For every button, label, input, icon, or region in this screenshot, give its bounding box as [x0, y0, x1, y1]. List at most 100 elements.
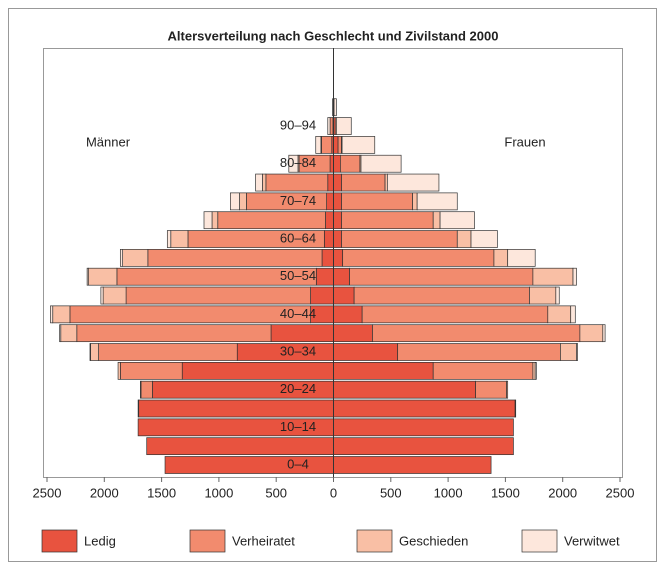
- x-tick-label: 0: [330, 485, 337, 500]
- bar-segment: [170, 230, 189, 248]
- bar-segment: [333, 362, 434, 380]
- legend-swatch: [356, 529, 393, 553]
- bar-segment: [340, 154, 361, 173]
- bar-segment: [333, 380, 476, 399]
- women-label: Frauen: [504, 134, 545, 149]
- category-label: 20–24: [280, 381, 316, 396]
- bar-segment: [117, 362, 121, 380]
- bar-segment: [475, 380, 507, 399]
- bar-segment: [60, 324, 78, 343]
- bar-segment: [147, 249, 323, 267]
- bar-segment: [555, 286, 560, 305]
- bar-segment: [570, 305, 576, 324]
- bar-segment: [532, 267, 574, 286]
- bar-segment: [534, 362, 537, 380]
- bar-segment: [341, 192, 413, 211]
- bar-segment: [321, 249, 334, 267]
- bar-segment: [125, 286, 311, 305]
- legend-label: Verwitwet: [564, 533, 620, 548]
- bar-segment: [333, 343, 399, 361]
- bar-segment: [59, 324, 62, 343]
- bar-segment: [602, 324, 606, 343]
- bar-segment: [333, 154, 341, 173]
- bar-segment: [439, 211, 475, 230]
- bar-segment: [416, 192, 458, 211]
- bar-segment: [325, 211, 334, 230]
- bar-segment: [326, 192, 334, 211]
- bar-segment: [506, 380, 509, 399]
- chart-title: Altersverteilung nach Geschlecht und Ziv…: [168, 28, 499, 43]
- bar-segment: [361, 305, 549, 324]
- legend-label: Ledig: [84, 533, 116, 548]
- bar-segment: [493, 249, 509, 267]
- bar-segment: [255, 173, 263, 192]
- bar-segment: [90, 343, 99, 361]
- bar-segment: [119, 249, 123, 267]
- legend-swatch: [521, 529, 558, 553]
- bar-segment: [333, 136, 339, 154]
- bar-segment: [333, 249, 344, 267]
- bar-segment: [321, 136, 333, 154]
- bar-segment: [217, 211, 326, 230]
- x-tick-label: 2500: [606, 485, 635, 500]
- bar-segment: [327, 173, 334, 192]
- x-tick-label: 500: [380, 485, 402, 500]
- bar-segment: [572, 267, 577, 286]
- bar-segment: [529, 286, 557, 305]
- bar-segment: [288, 154, 299, 173]
- category-label: 50–54: [280, 268, 316, 283]
- bar-segment: [98, 343, 238, 361]
- category-label: 0–4: [287, 456, 309, 471]
- bar-segment: [333, 192, 342, 211]
- bar-segment: [341, 173, 386, 192]
- x-tick-label: 2000: [90, 485, 119, 500]
- x-tick-label: 1000: [204, 485, 233, 500]
- bar-segment: [333, 98, 337, 117]
- x-tick-label: 2500: [33, 485, 62, 500]
- bar-segment: [140, 380, 153, 399]
- bar-segment: [323, 230, 334, 248]
- x-tick-label: 500: [265, 485, 287, 500]
- category-label: 40–44: [280, 306, 316, 321]
- bar-segment: [353, 286, 530, 305]
- category-label: 90–94: [280, 117, 316, 132]
- bar-segment: [122, 249, 149, 267]
- bar-segment: [333, 399, 516, 418]
- bar-segment: [336, 117, 352, 135]
- bar-segment: [456, 230, 472, 248]
- x-tick-label: 1500: [147, 485, 176, 500]
- bar-segment: [397, 343, 561, 361]
- bar-segment: [576, 343, 578, 361]
- bar-segment: [270, 324, 334, 343]
- bar-segment: [50, 305, 54, 324]
- bar-segment: [329, 117, 334, 135]
- legend-swatch: [41, 529, 78, 553]
- legend-label: Geschieden: [399, 533, 468, 548]
- bar-segment: [341, 211, 434, 230]
- bar-segment: [310, 286, 334, 305]
- bar-segment: [333, 286, 355, 305]
- men-label: Männer: [86, 134, 131, 149]
- bar-segment: [341, 230, 458, 248]
- bar-segment: [138, 399, 334, 418]
- bar-segment: [360, 154, 402, 173]
- x-tick-label: 2000: [548, 485, 577, 500]
- bar-segment: [89, 343, 91, 361]
- category-label: 10–14: [280, 419, 316, 434]
- bar-segment: [315, 136, 322, 154]
- bar-segment: [342, 249, 495, 267]
- bar-segment: [137, 399, 140, 418]
- bar-segment: [211, 211, 219, 230]
- bar-segment: [230, 192, 240, 211]
- bar-segment: [203, 211, 213, 230]
- bar-segment: [349, 267, 534, 286]
- bar-segment: [333, 267, 350, 286]
- bar-segment: [76, 324, 272, 343]
- bar-segment: [560, 343, 577, 361]
- bar-segment: [102, 286, 127, 305]
- legend-label: Verheiratet: [232, 533, 295, 548]
- bar-segment: [333, 324, 373, 343]
- bar-segment: [166, 230, 172, 248]
